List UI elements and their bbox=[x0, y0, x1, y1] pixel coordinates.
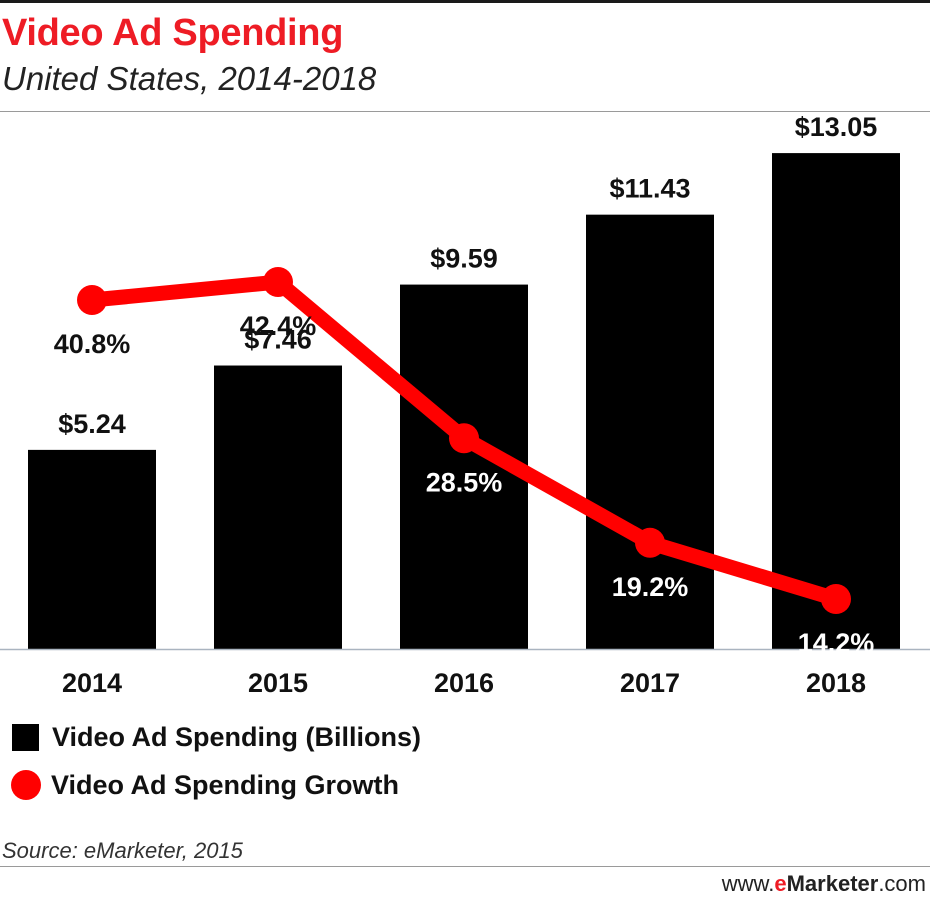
bar-value-label-2014: $5.24 bbox=[58, 409, 126, 439]
x-tick-label-2018: 2018 bbox=[806, 668, 866, 698]
combo-chart: $5.24 $7.46 $9.59 $11.43 $13.05 40.8% 42.4% 28.… bbox=[0, 112, 930, 698]
bar-value-label-2018: $13.05 bbox=[795, 112, 878, 142]
growth-point-2014 bbox=[77, 285, 107, 316]
growth-point-2015 bbox=[263, 267, 293, 298]
bar-2014 bbox=[28, 449, 156, 649]
legend-item-spending: Video Ad Spending (Billions) bbox=[12, 713, 421, 761]
x-tick-label-2017: 2017 bbox=[620, 668, 680, 698]
growth-value-label-2014: 40.8% bbox=[54, 329, 131, 359]
growth-point-2016 bbox=[449, 423, 479, 454]
x-tick-label-2014: 2014 bbox=[62, 668, 122, 698]
bar-value-label-2017: $11.43 bbox=[609, 174, 690, 204]
legend-swatch-dot bbox=[11, 770, 41, 800]
bar-2017 bbox=[586, 214, 714, 649]
chart-subtitle: United States, 2014-2018 bbox=[2, 60, 377, 97]
source-note: Source: eMarketer, 2015 bbox=[2, 838, 243, 863]
legend-swatch-bar bbox=[12, 723, 39, 751]
legend-item-growth: Video Ad Spending Growth bbox=[11, 761, 421, 809]
growth-value-label-2018: 14.2% bbox=[798, 628, 875, 658]
bar-2015 bbox=[214, 365, 342, 649]
x-tick-label-2015: 2015 bbox=[248, 668, 308, 698]
growth-value-label-2015: 42.4% bbox=[240, 311, 317, 341]
brand-name: Marketer bbox=[786, 871, 879, 896]
growth-point-2018 bbox=[821, 584, 851, 614]
x-tick-label-2016: 2016 bbox=[434, 668, 494, 698]
header-divider bbox=[0, 111, 930, 112]
brand-suffix: .com bbox=[878, 871, 926, 896]
growth-value-label-2017: 19.2% bbox=[612, 572, 689, 602]
brand-logo: www.eMarketer.com bbox=[722, 871, 926, 897]
legend-label-growth: Video Ad Spending Growth bbox=[51, 769, 399, 800]
brand-accent: e bbox=[774, 871, 787, 896]
brand-prefix: www. bbox=[721, 871, 775, 896]
growth-point-2017 bbox=[635, 527, 665, 558]
chart-title: Video Ad Spending bbox=[2, 12, 344, 54]
bar-2018 bbox=[772, 153, 900, 649]
legend: Video Ad Spending (Billions) Video Ad Sp… bbox=[11, 713, 421, 809]
footer-divider bbox=[0, 866, 930, 867]
legend-label-spending: Video Ad Spending (Billions) bbox=[52, 721, 421, 752]
top-rule bbox=[0, 0, 930, 3]
growth-value-label-2016: 28.5% bbox=[426, 467, 503, 497]
bar-value-label-2015: $7.46 bbox=[244, 325, 312, 355]
bar-value-label-2016: $9.59 bbox=[430, 244, 498, 274]
